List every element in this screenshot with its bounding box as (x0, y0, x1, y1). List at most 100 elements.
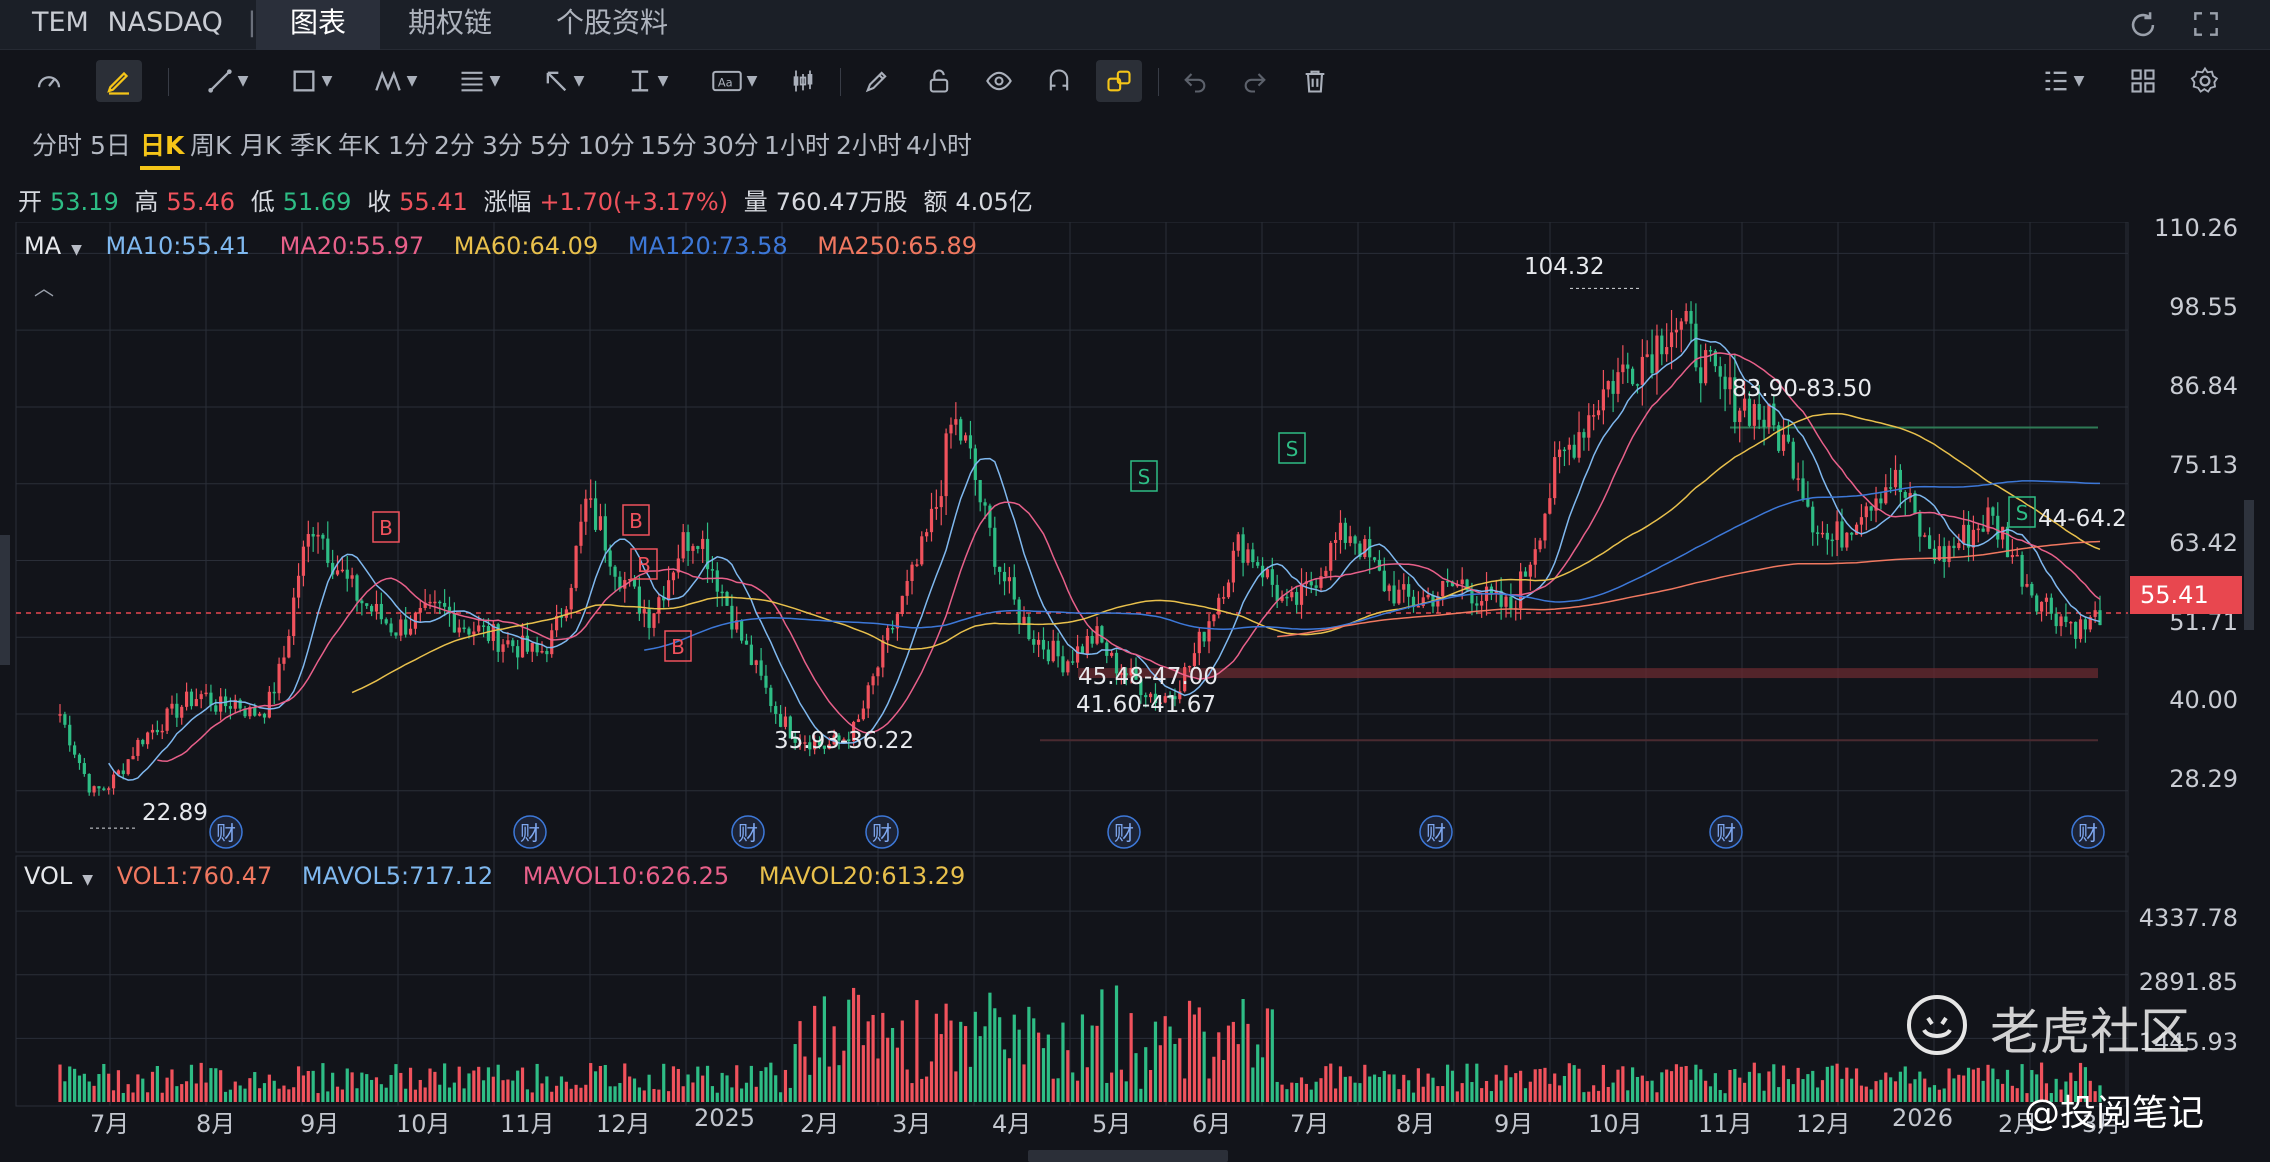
candle-body (1480, 601, 1484, 606)
period-yearly[interactable]: 年K (338, 131, 380, 160)
buy-signal-badge-frame (664, 630, 692, 662)
fibonacci-tool-icon[interactable]: ▼ (444, 60, 514, 102)
period-2min[interactable]: 2分 (434, 131, 475, 160)
lock-icon[interactable] (916, 60, 962, 102)
volume-bar (1222, 1059, 1226, 1102)
magnet-icon[interactable] (1036, 60, 1082, 102)
volume-bar (754, 1086, 758, 1102)
volume-bar (852, 987, 856, 1102)
period-1min[interactable]: 1分 (388, 131, 429, 160)
volume-bar (477, 1066, 481, 1102)
ma-label[interactable]: MA (24, 232, 62, 260)
pen-edit-icon[interactable] (96, 60, 142, 102)
volume-bar (939, 1034, 943, 1102)
redo-icon[interactable] (1232, 60, 1278, 102)
pattern-tool-icon[interactable]: ▼ (360, 60, 430, 102)
text-tool-icon[interactable]: Aa ▼ (696, 60, 772, 102)
candle-tool-icon[interactable] (780, 60, 826, 102)
grid-layout-icon[interactable] (2120, 60, 2166, 102)
period-intraday[interactable]: 分时 (32, 131, 83, 160)
scroll-handle[interactable] (1028, 1150, 1228, 1162)
vol-label[interactable]: VOL (24, 862, 73, 890)
fullscreen-icon[interactable] (2190, 8, 2222, 47)
list-icon[interactable]: ▼ (2028, 60, 2098, 102)
period-4hour[interactable]: 4小时 (906, 131, 972, 160)
period-15min[interactable]: 15分 (640, 131, 697, 160)
volume-bar (355, 1088, 359, 1102)
volume-bar (949, 1020, 953, 1102)
period-5min[interactable]: 5分 (530, 131, 571, 160)
eye-icon[interactable] (976, 60, 1022, 102)
volume-bar (2093, 1091, 2097, 1102)
rectangle-tool-icon[interactable]: ▼ (276, 60, 346, 102)
volume-bar (1635, 1076, 1640, 1102)
price-chart[interactable]: B BBBSSS财财财财财财财财 (0, 222, 2270, 1112)
candle-body (1898, 469, 1902, 493)
candle-body (516, 646, 520, 658)
candle-body (1859, 517, 1864, 525)
volume-bar (886, 1037, 890, 1102)
period-30min[interactable]: 30分 (702, 131, 759, 160)
candle-body (1436, 596, 1440, 607)
measure-tool-icon[interactable]: ▼ (612, 60, 682, 102)
candle-body (1962, 524, 1966, 544)
period-10min[interactable]: 10分 (578, 131, 635, 160)
period-3min[interactable]: 3分 (482, 131, 523, 160)
tab-chart[interactable]: 图表 (256, 0, 381, 50)
period-weekly[interactable]: 周K (190, 131, 232, 160)
period-1hour[interactable]: 1小时 (764, 131, 830, 160)
chevron-up-icon[interactable]: ︿ (34, 276, 54, 300)
arrow-tool-icon[interactable]: ▼ (528, 60, 598, 102)
volume-bar (847, 999, 851, 1102)
settings-icon[interactable] (2182, 60, 2228, 102)
candle-body (180, 706, 184, 718)
volume-bar (1577, 1068, 1581, 1102)
candle-body (1772, 403, 1776, 426)
chevron-down-icon[interactable]: ▼ (71, 242, 82, 258)
period-daily[interactable]: 日K (140, 131, 185, 160)
volume-bar (1139, 1088, 1143, 1102)
candle-body (1202, 631, 1206, 642)
period-5day[interactable]: 5日 (90, 131, 131, 160)
tab-options-chain[interactable]: 期权链 (408, 6, 493, 39)
month-label: 10月 (396, 1110, 451, 1138)
volume-bar (481, 1080, 486, 1102)
candle-body (433, 601, 437, 604)
right-panel-handle[interactable] (2244, 500, 2254, 630)
period-monthly[interactable]: 月K (240, 131, 282, 160)
volume-bar (501, 1080, 505, 1102)
candle-body (1382, 570, 1386, 592)
volume-bar (472, 1070, 476, 1102)
brush-icon[interactable] (854, 60, 900, 102)
volume-bar (107, 1073, 111, 1102)
candle-body (321, 534, 325, 539)
volume-bar (1952, 1078, 1956, 1102)
period-2hour[interactable]: 2小时 (836, 131, 902, 160)
candle-body (749, 644, 753, 665)
period-quarterly[interactable]: 季K (290, 131, 332, 160)
candle-body (189, 691, 194, 707)
candle-body (496, 624, 500, 652)
volume-bar (379, 1084, 383, 1102)
candle-body (686, 532, 690, 551)
candle-body (1927, 535, 1932, 549)
refresh-icon[interactable] (2126, 8, 2160, 49)
link-icon[interactable] (1096, 60, 1142, 102)
volume-bar (1256, 1044, 1260, 1102)
trash-icon[interactable] (1292, 60, 1338, 102)
volume-bar (413, 1089, 418, 1102)
left-panel-handle[interactable] (0, 535, 10, 665)
candle-body (111, 774, 116, 789)
gauge-icon[interactable] (26, 60, 72, 102)
undo-icon[interactable] (1172, 60, 1218, 102)
candle-body (219, 696, 223, 712)
tab-stock-profile[interactable]: 个股资料 (556, 6, 669, 39)
candle-body (2093, 610, 2097, 617)
candle-body (963, 435, 968, 441)
candle-body (2020, 554, 2024, 587)
candle-body (277, 663, 281, 694)
month-label: 9月 (1494, 1110, 1534, 1138)
chevron-down-icon[interactable]: ▼ (82, 872, 94, 888)
volume-bar (1626, 1090, 1630, 1102)
line-tool-icon[interactable]: ▼ (192, 60, 262, 102)
